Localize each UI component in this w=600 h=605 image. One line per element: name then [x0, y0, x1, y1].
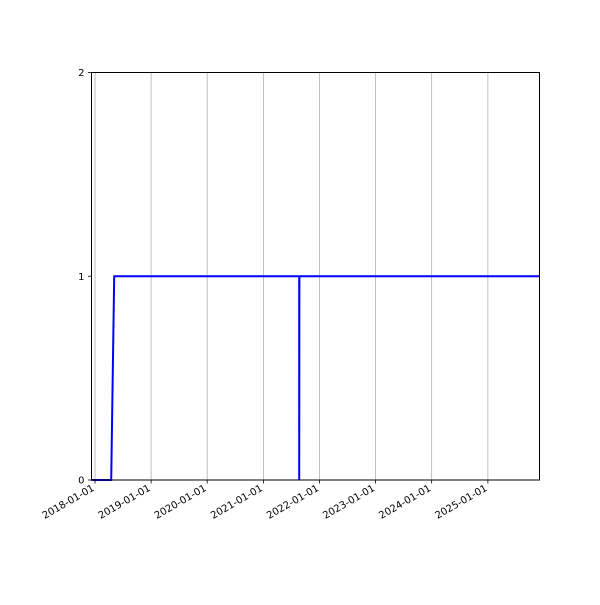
y-tick-label: 2 [78, 68, 84, 79]
x-tick-label: 2020-01-01 [153, 483, 209, 522]
x-tick-label: 2019-01-01 [97, 483, 153, 522]
x-tick-label: 2024-01-01 [377, 483, 433, 522]
y-tick-label: 1 [78, 272, 84, 283]
y-tick-label: 0 [78, 476, 84, 487]
x-tick-label: 2021-01-01 [209, 483, 265, 522]
x-tick-label: 2018-01-01 [41, 483, 97, 522]
y-axis: 0 1 2 [78, 68, 92, 487]
x-tick-label: 2022-01-01 [265, 483, 321, 522]
series-line [91, 275, 540, 481]
series-layer [91, 275, 540, 481]
x-axis: 2018-01-01 2019-01-01 2020-01-01 2021-01-01… [41, 480, 490, 522]
x-tick-label: 2025-01-01 [434, 483, 490, 522]
x-tick-label: 2023-01-01 [321, 483, 377, 522]
